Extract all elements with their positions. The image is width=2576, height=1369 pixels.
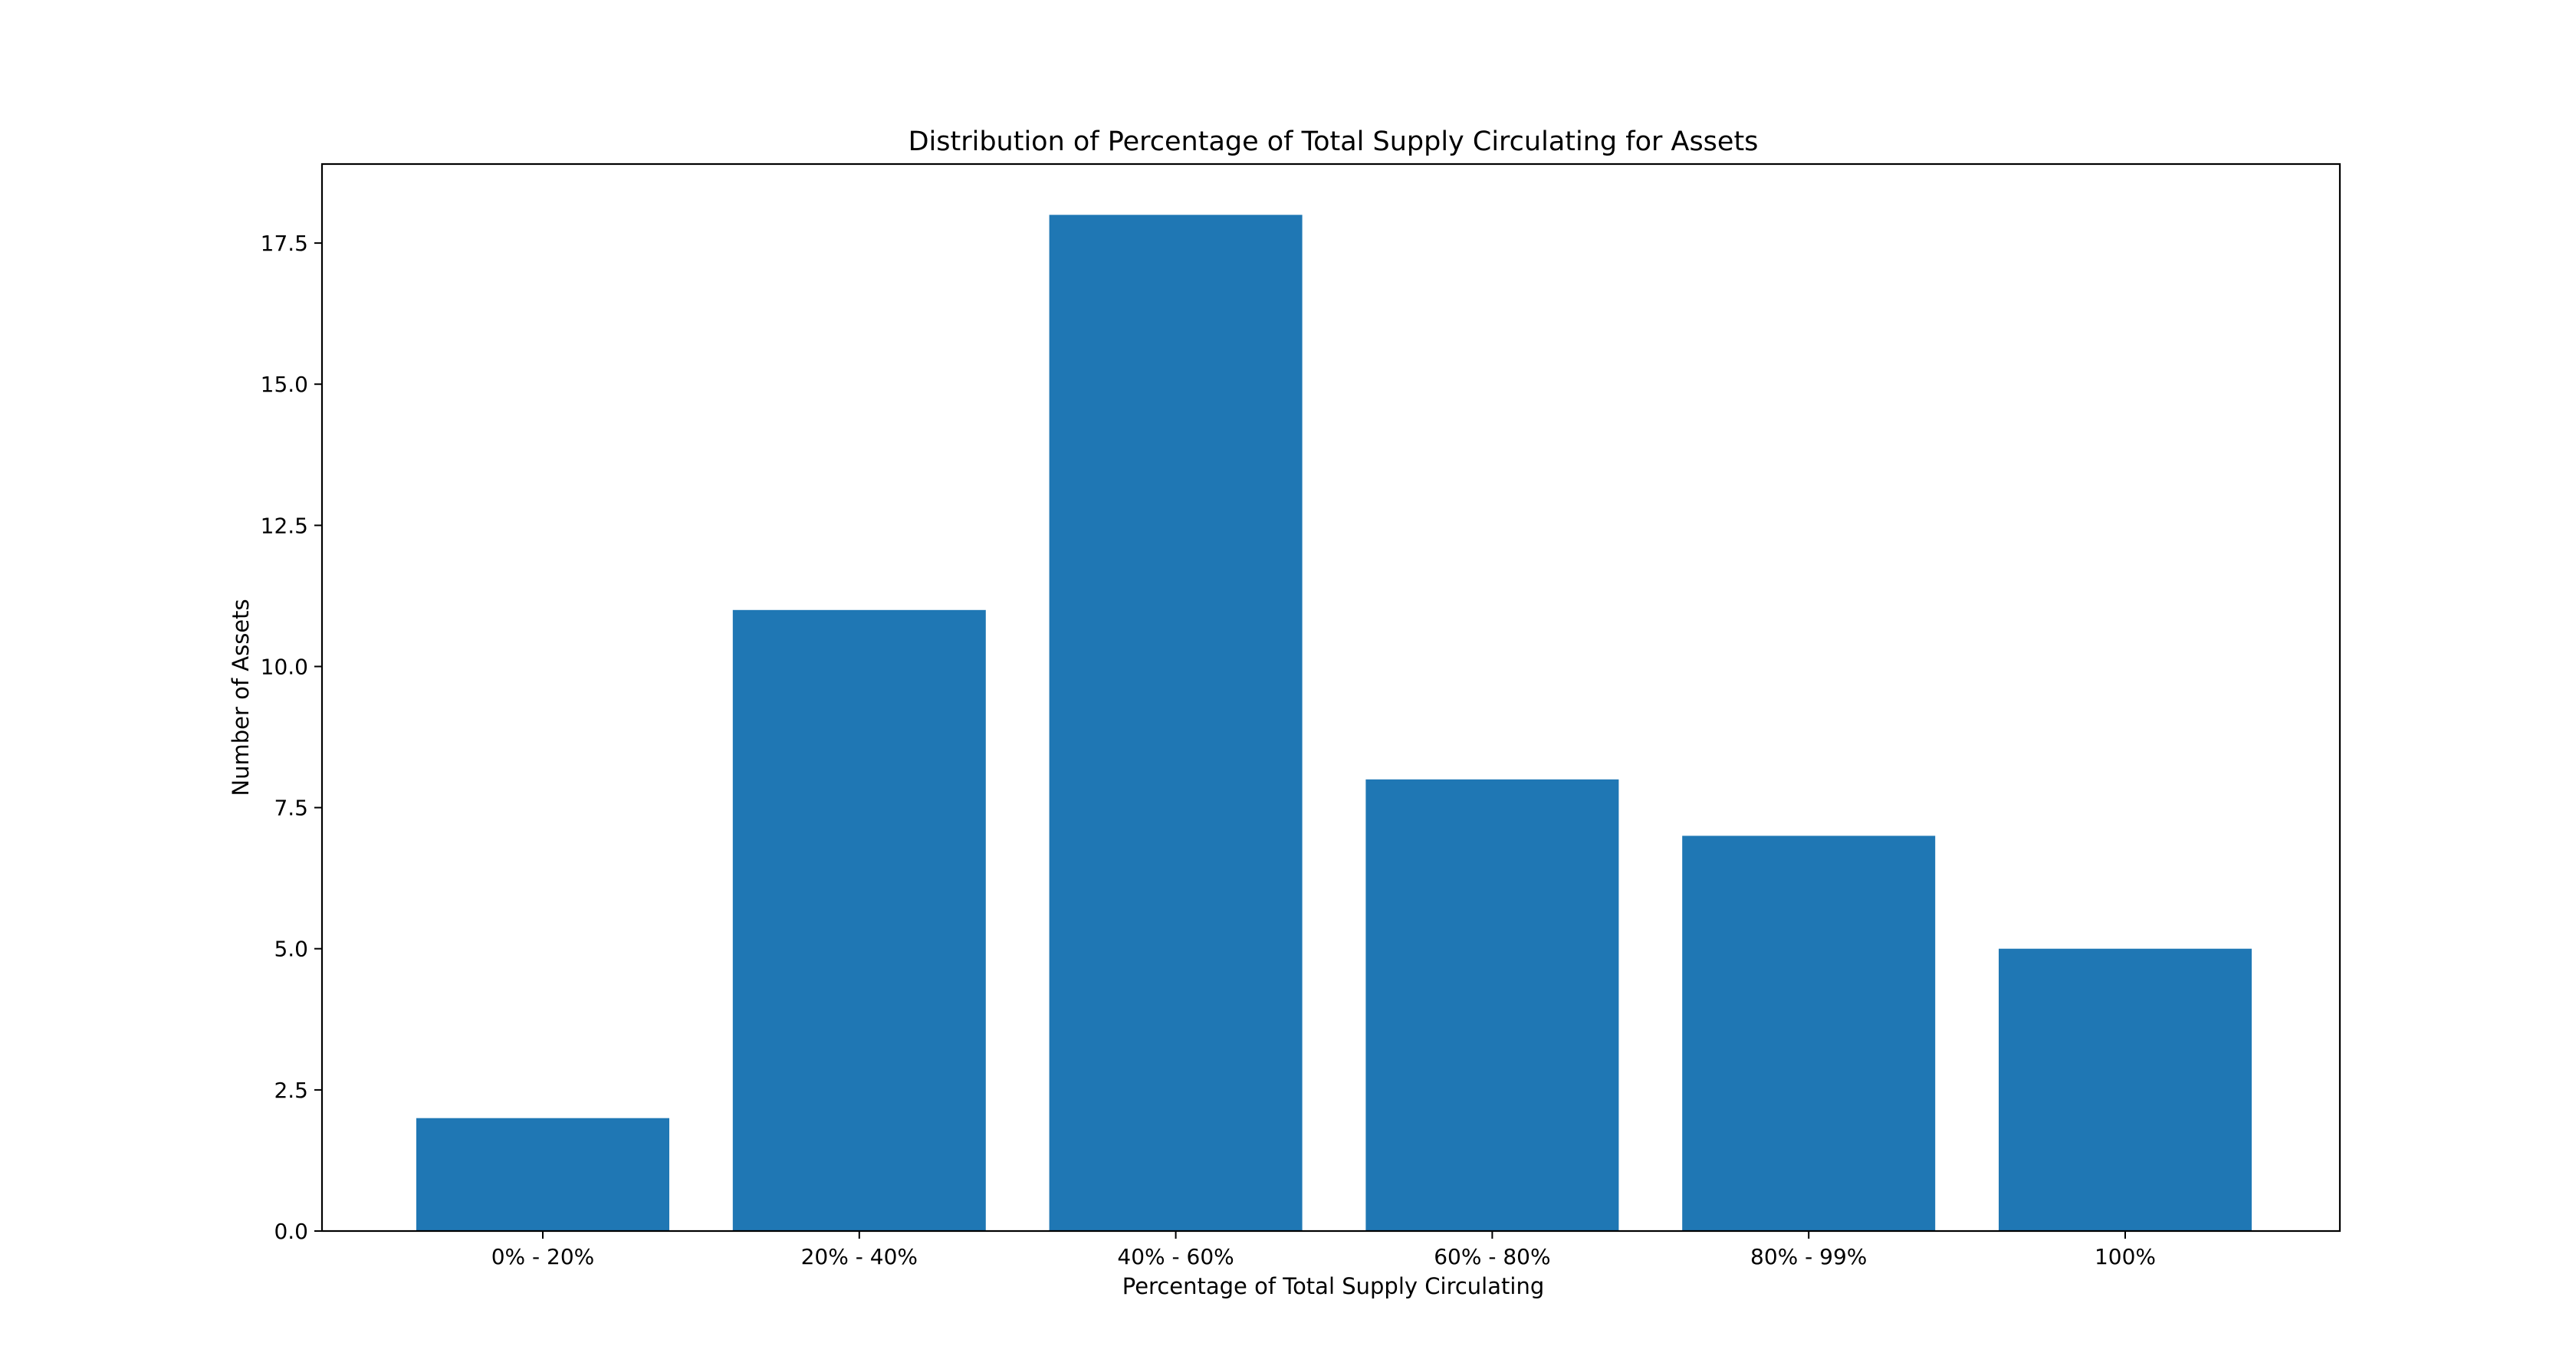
x-tick-label-0: 0% - 20% [491,1244,595,1269]
y-tick-label-0: 0.0 [274,1219,308,1244]
plot-frame [320,163,2341,1233]
x-tick-label-2: 40% - 60% [1117,1244,1234,1269]
x-tick-label-3: 60% - 80% [1434,1244,1550,1269]
bar-3 [1365,779,1619,1231]
x-axis: 0% - 20% 20% - 40% 40% - 60% 60% - 80% 80% -… [491,1231,2156,1269]
y-tick-label-3: 7.5 [274,796,308,821]
y-axis: 0.0 2.5 5.0 7.5 10.0 12.5 15.0 17.5 [261,231,322,1244]
bar-2 [1049,215,1303,1231]
bar-4 [1682,836,1936,1231]
bar-1 [732,609,986,1231]
y-tick-label-2: 5.0 [274,937,308,962]
y-axis-label: Number of Assets [228,599,254,796]
y-tick-label-1: 2.5 [274,1078,308,1103]
y-tick-label-5: 12.5 [261,513,308,538]
x-tick-label-1: 20% - 40% [801,1244,918,1269]
bars-group [416,215,2252,1231]
bar-5 [1999,948,2252,1231]
y-tick-label-4: 10.0 [261,655,308,680]
x-axis-label: Percentage of Total Supply Circulating [1122,1273,1544,1299]
bar-0 [416,1118,669,1231]
y-tick-label-7: 17.5 [261,231,308,256]
x-tick-label-4: 80% - 99% [1750,1244,1867,1269]
x-tick-label-5: 100% [2095,1244,2156,1269]
y-tick-label-6: 15.0 [261,372,308,397]
chart-title: Distribution of Percentage of Total Supp… [909,126,1759,157]
